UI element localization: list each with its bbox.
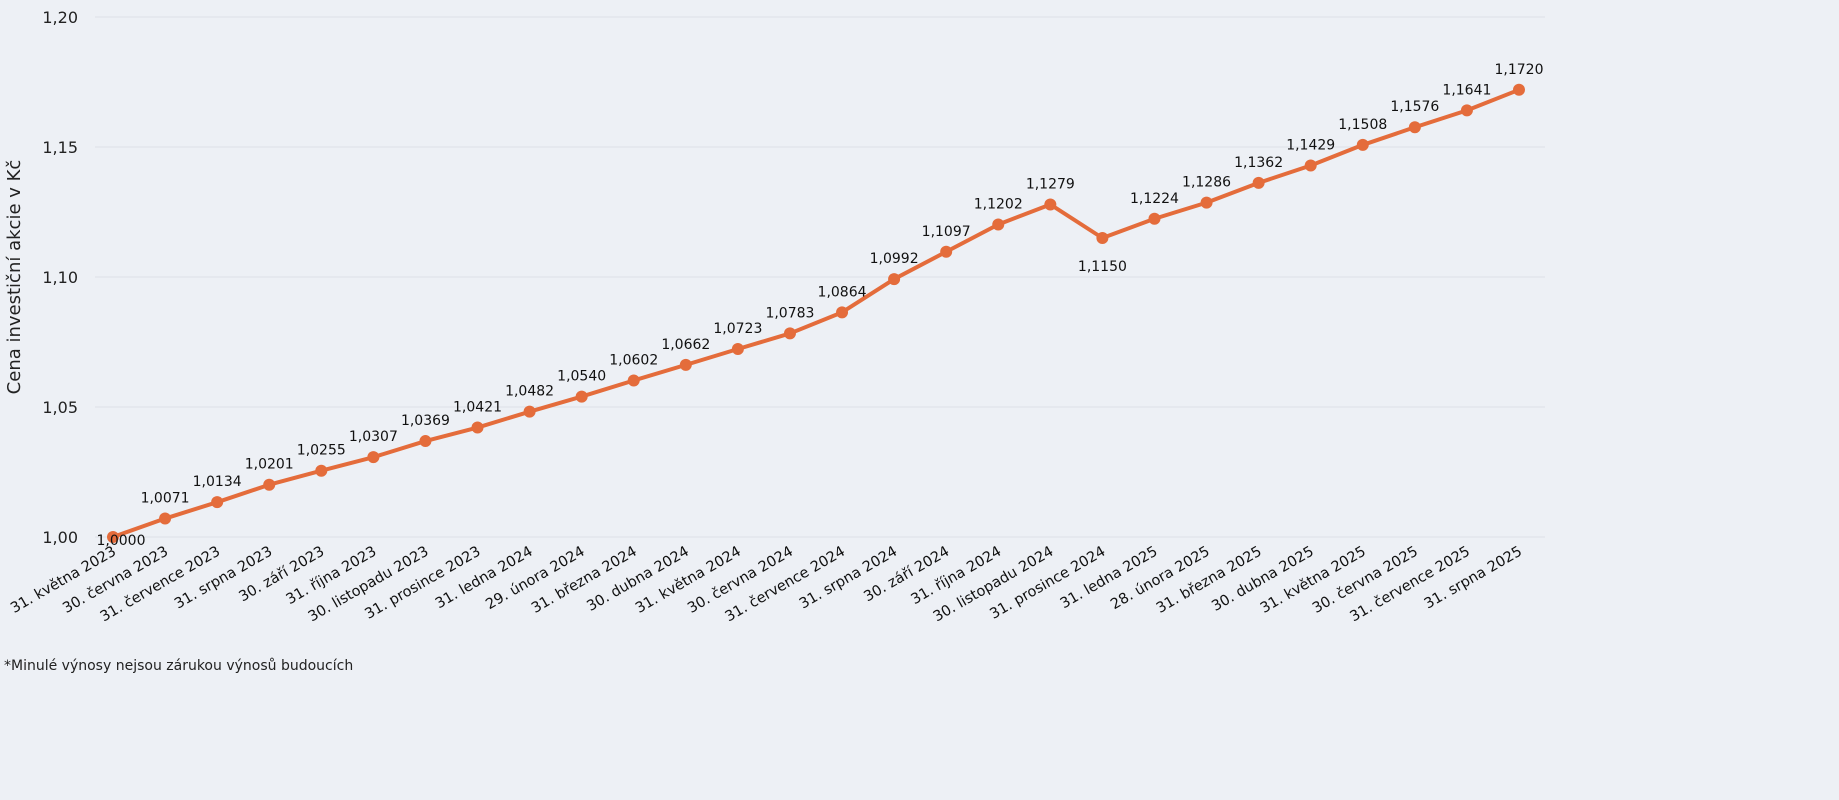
data-point <box>1513 83 1525 96</box>
data-label: 1,0421 <box>453 400 502 416</box>
data-label: 1,0540 <box>557 369 606 385</box>
y-tick-label: 1,10 <box>42 268 78 287</box>
data-label: 1,0864 <box>818 284 867 300</box>
y-tick-label: 1,20 <box>42 8 78 27</box>
data-label: 1,0783 <box>765 305 814 321</box>
data-point <box>1408 121 1421 134</box>
data-label: 1,1641 <box>1442 82 1491 98</box>
data-label: 1,0369 <box>401 413 450 429</box>
data-point <box>1096 232 1109 244</box>
data-label: 1,1202 <box>974 196 1023 212</box>
data-point <box>315 464 328 477</box>
data-point <box>107 531 119 543</box>
data-label: 1,0602 <box>609 352 658 368</box>
y-tick-label: 1,05 <box>42 398 78 417</box>
data-label: 1,0071 <box>141 491 190 507</box>
data-point <box>367 451 380 464</box>
data-label: 1,0255 <box>297 443 346 459</box>
data-label: 1,1224 <box>1130 191 1179 207</box>
data-label: 1,0201 <box>245 457 294 473</box>
data-label: 1,0662 <box>661 337 710 353</box>
data-point <box>471 421 484 434</box>
data-point <box>211 496 224 509</box>
data-point <box>627 374 640 387</box>
data-label: 1,1279 <box>1026 176 1075 192</box>
y-tick-label: 1,15 <box>42 138 78 157</box>
data-point <box>836 306 849 319</box>
data-point <box>1148 212 1161 225</box>
data-label: 1,0134 <box>193 474 242 490</box>
data-label: 1,0723 <box>713 321 762 337</box>
data-point <box>1252 176 1265 189</box>
y-axis-title: Cena investiční akcie v Kč <box>4 160 25 395</box>
series-line <box>112 87 1520 539</box>
data-label: 1,0307 <box>349 429 398 445</box>
data-label: 1,1576 <box>1390 99 1439 115</box>
data-label: 1,1286 <box>1182 175 1231 191</box>
data-point <box>888 273 901 286</box>
data-point <box>1460 104 1473 117</box>
y-tick-label: 1,00 <box>42 528 78 547</box>
data-label: 1,1508 <box>1338 117 1387 133</box>
data-point <box>419 435 432 448</box>
data-label: 1,1720 <box>1495 62 1544 78</box>
data-point <box>1356 138 1369 151</box>
data-point <box>1044 198 1057 211</box>
data-point <box>1200 196 1213 209</box>
data-label: 1,1362 <box>1234 155 1283 171</box>
data-label: 1,1429 <box>1286 137 1335 153</box>
data-point <box>783 327 796 340</box>
data-point <box>1304 159 1317 172</box>
data-point <box>940 245 953 258</box>
data-label: 1,0000 <box>97 533 146 549</box>
data-point <box>731 343 744 356</box>
data-label: 1,0992 <box>870 251 919 267</box>
data-point <box>523 405 536 418</box>
data-point <box>575 390 588 403</box>
footnote: *Minulé výnosy nejsou zárukou výnosů bud… <box>4 658 354 674</box>
data-point <box>159 512 172 525</box>
data-point <box>992 218 1005 231</box>
data-label: 1,1097 <box>922 224 971 240</box>
data-label: 1,0482 <box>505 384 554 400</box>
data-point <box>263 478 276 491</box>
data-point <box>679 358 692 371</box>
data-label: 1,1150 <box>1078 259 1127 275</box>
